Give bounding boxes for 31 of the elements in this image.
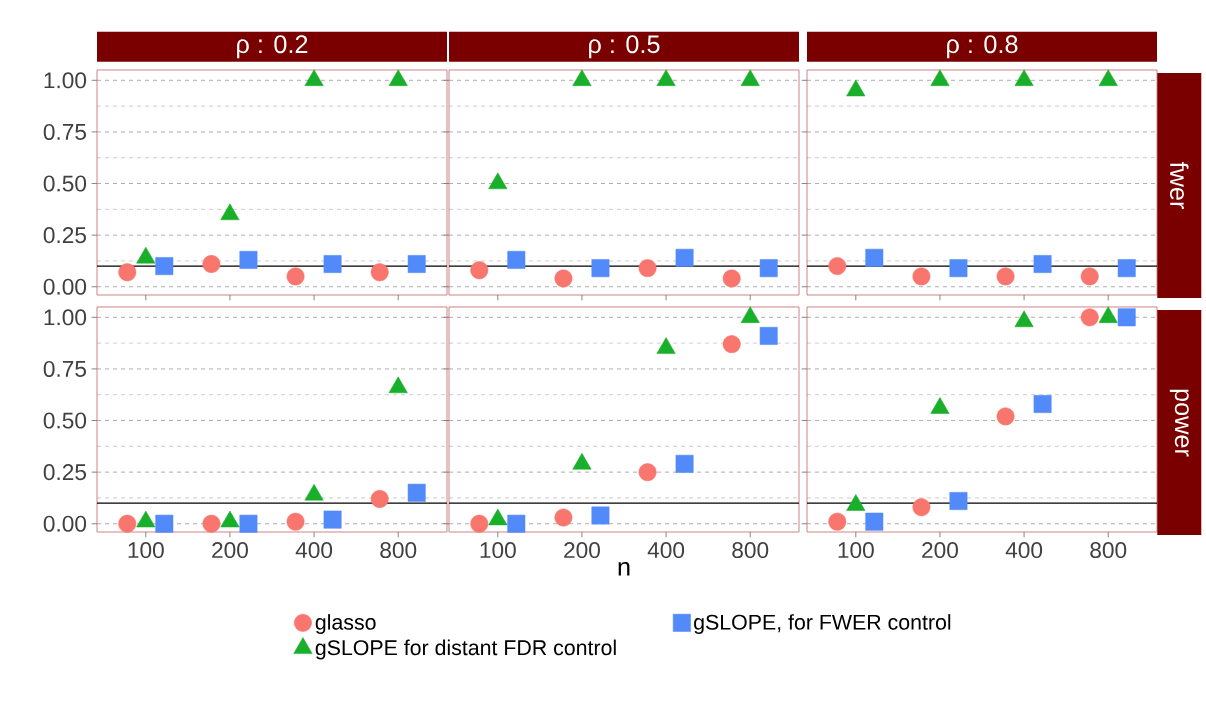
- y2-axis-title: power: [1169, 389, 1189, 457]
- chart-title: ρ : 0.2: [237, 35, 308, 59]
- x-tick-label: 200: [564, 542, 600, 559]
- y-tick-label: 0.50: [43, 412, 87, 429]
- y-tick-label: 0.00: [43, 515, 87, 532]
- y-tick-label: 0.00: [43, 278, 87, 295]
- y-tick-label: 1.00: [44, 309, 87, 326]
- y-tick-label: 0.25: [43, 464, 86, 481]
- x-tick-label: 400: [295, 542, 333, 559]
- chart-title: ρ : 0.8: [947, 35, 1018, 59]
- x-tick-label: 800: [732, 542, 769, 559]
- y2-axis-title: fwer: [1169, 161, 1189, 209]
- legend-label: gSLOPE for distant FDR control: [315, 639, 616, 660]
- x-tick-label: 100: [128, 542, 164, 559]
- y-tick-label: 1.00: [44, 72, 87, 89]
- y-tick-label: 0.25: [43, 227, 86, 244]
- x-axis-title: n: [618, 561, 630, 576]
- y-tick-label: 0.75: [43, 123, 86, 140]
- x-tick-label: 100: [838, 542, 874, 559]
- x-tick-label: 100: [480, 542, 516, 559]
- x-tick-label: 200: [212, 542, 248, 559]
- y-tick-label: 0.75: [43, 360, 86, 377]
- x-tick-label: 400: [647, 542, 685, 559]
- legend-label: gSLOPE, for FWER control: [694, 614, 951, 634]
- y-tick-label: 0.50: [43, 175, 87, 192]
- x-tick-label: 800: [380, 542, 417, 559]
- x-tick-label: 400: [1005, 542, 1043, 559]
- legend-label: glasso: [315, 614, 376, 634]
- x-tick-label: 800: [1090, 542, 1127, 559]
- x-tick-label: 200: [922, 542, 958, 559]
- chart-title: ρ : 0.5: [589, 35, 660, 59]
